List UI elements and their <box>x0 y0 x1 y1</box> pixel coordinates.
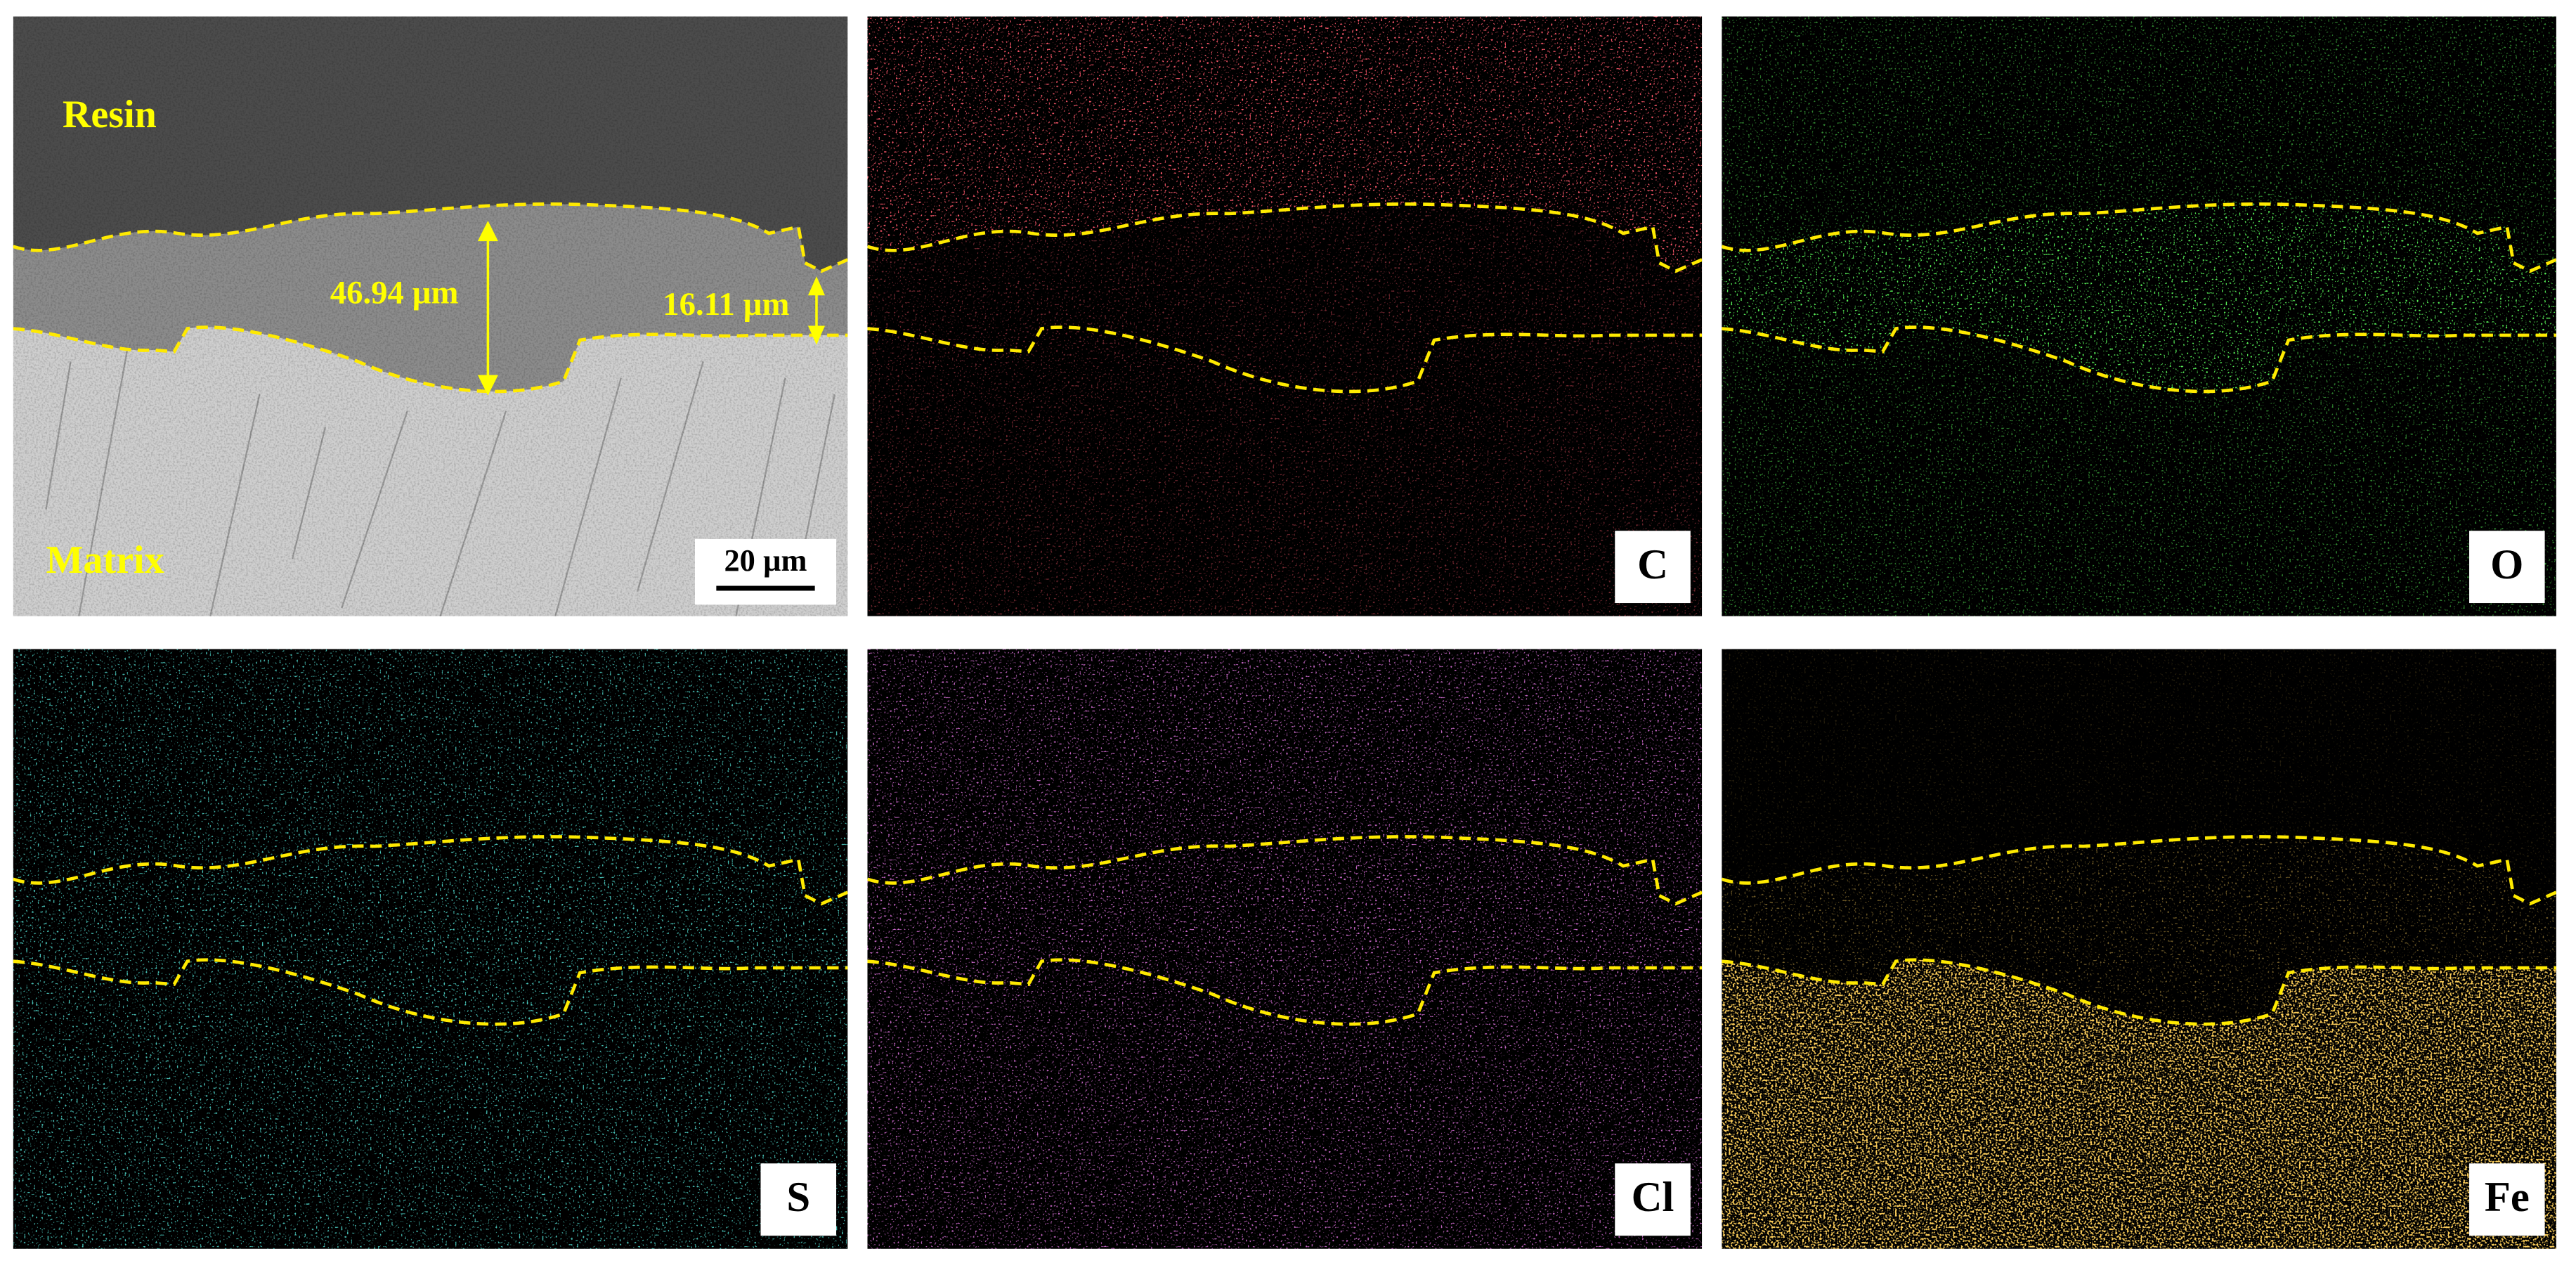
element-label: C <box>1637 541 1668 588</box>
map-panel: Cl <box>867 649 1702 1249</box>
region-label: Matrix <box>46 538 164 582</box>
label-box <box>2469 531 2545 604</box>
map-panel: Fe <box>1722 649 2556 1249</box>
sem-panel: Resin Matrix 46.94 µm 16.11 µm 20 µm <box>13 16 848 616</box>
map-panel: S <box>13 649 848 1249</box>
measurement: 16.11 µm <box>663 286 789 323</box>
measurement: 46.94 µm <box>330 275 459 311</box>
label-box <box>2469 1163 2545 1236</box>
measure-arrows <box>477 221 826 396</box>
label-box <box>1615 1163 1691 1236</box>
map-panel: C <box>867 16 1702 616</box>
scale-box <box>694 538 837 605</box>
label-box <box>1615 531 1691 604</box>
scale-bar-label: 20 µm <box>724 543 807 578</box>
region-label: Resin <box>63 93 157 136</box>
element-label: S <box>786 1174 810 1221</box>
texture <box>13 16 848 616</box>
element-label: O <box>2490 541 2523 588</box>
element-label: Cl <box>1632 1174 1674 1221</box>
map-panel: O <box>1722 16 2556 616</box>
label-box <box>760 1163 837 1236</box>
element-label: Fe <box>2485 1174 2530 1221</box>
